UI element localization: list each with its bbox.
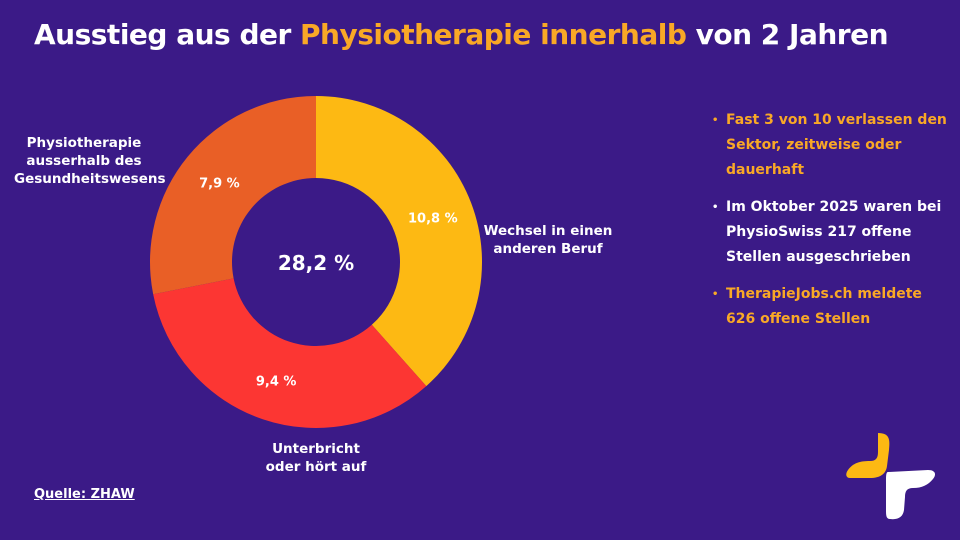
total-label: 28,2 % <box>278 251 354 275</box>
logo <box>846 433 936 520</box>
title-highlight: Physiotherapie innerhalb <box>300 18 687 51</box>
slice-value-label: 10,8 % <box>408 212 458 227</box>
bullet-list: Fast 3 von 10 verlassen den Sektor, zeit… <box>712 108 952 344</box>
bullet-item: Fast 3 von 10 verlassen den Sektor, zeit… <box>712 108 952 183</box>
title-part2: von 2 Jahren <box>686 18 889 51</box>
label-line: Gesundheitswesens <box>14 171 166 187</box>
donut-slice <box>316 96 482 387</box>
donut-slice <box>153 278 427 428</box>
bullet-item: TherapieJobs.ch meldete 626 offene Stell… <box>712 282 952 332</box>
title-part1: Ausstieg aus der <box>34 18 301 51</box>
label-beruf: Wechsel in einen anderen Beruf <box>478 222 618 258</box>
label-ausserhalb: Physiotherapie ausserhalb des Gesundheitsw… <box>14 134 166 188</box>
source-link[interactable]: Quelle: ZHAW <box>34 487 135 502</box>
label-line: Physiotherapie <box>26 135 142 151</box>
donut-slice <box>150 96 316 295</box>
label-line: ausserhalb des <box>26 153 142 169</box>
label-line: Wechsel in einen <box>483 223 613 239</box>
label-line: anderen Beruf <box>493 241 603 257</box>
label-line: oder hört auf <box>265 459 367 475</box>
bullet-item: Im Oktober 2025 waren bei PhysioSwiss 21… <box>712 195 952 270</box>
slice-value-label: 7,9 % <box>199 177 240 192</box>
slice-value-label: 9,4 % <box>256 374 297 389</box>
label-unterbricht: Unterbricht oder hört auf <box>246 440 386 476</box>
label-line: Unterbricht <box>272 441 360 457</box>
page-title: Ausstieg aus der Physiotherapie innerhal… <box>34 18 889 51</box>
